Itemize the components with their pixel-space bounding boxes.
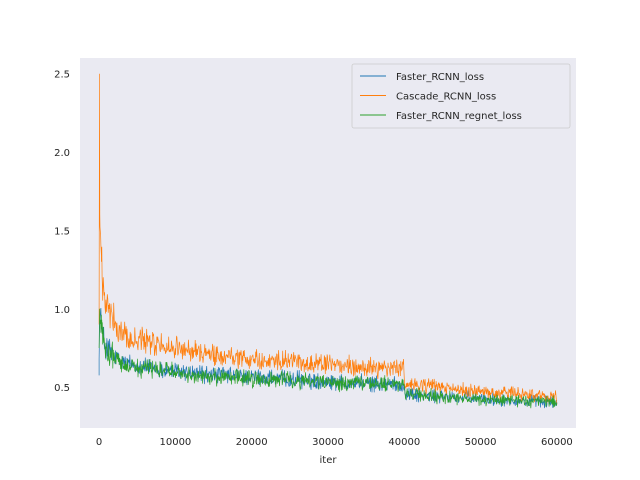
legend-label: Faster_RCNN_loss	[396, 72, 484, 83]
x-tick-label: 40000	[388, 437, 420, 448]
legend: Faster_RCNN_loss Cascade_RCNN_loss Faster_…	[351, 63, 571, 129]
y-tick-label: 2.0	[54, 148, 70, 159]
legend-label: Faster_RCNN_regnet_loss	[396, 111, 522, 122]
x-tick-labels: 0 10000 20000 30000 40000 50000 60000	[96, 437, 573, 448]
x-tick-label: 0	[96, 437, 102, 448]
legend-label: Cascade_RCNN_loss	[396, 92, 496, 103]
y-tick-label: 1.5	[54, 227, 70, 238]
y-tick-label: 0.5	[54, 383, 70, 394]
x-tick-label: 30000	[312, 437, 344, 448]
x-tick-label: 10000	[159, 437, 191, 448]
x-tick-label: 60000	[541, 437, 573, 448]
series-line-faster-rcnn-regnet-loss	[98, 308, 558, 409]
x-tick-label: 20000	[236, 437, 268, 448]
y-tick-label: 2.5	[54, 70, 70, 81]
y-tick-label: 1.0	[54, 305, 70, 316]
y-tick-labels: 0.5 1.0 1.5 2.0 2.5	[54, 70, 70, 395]
x-tick-label: 50000	[465, 437, 497, 448]
x-axis-label: iter	[320, 455, 338, 466]
legend-box	[351, 63, 571, 129]
series-line-cascade-rcnn-loss	[98, 73, 558, 405]
series-layer	[98, 73, 558, 409]
